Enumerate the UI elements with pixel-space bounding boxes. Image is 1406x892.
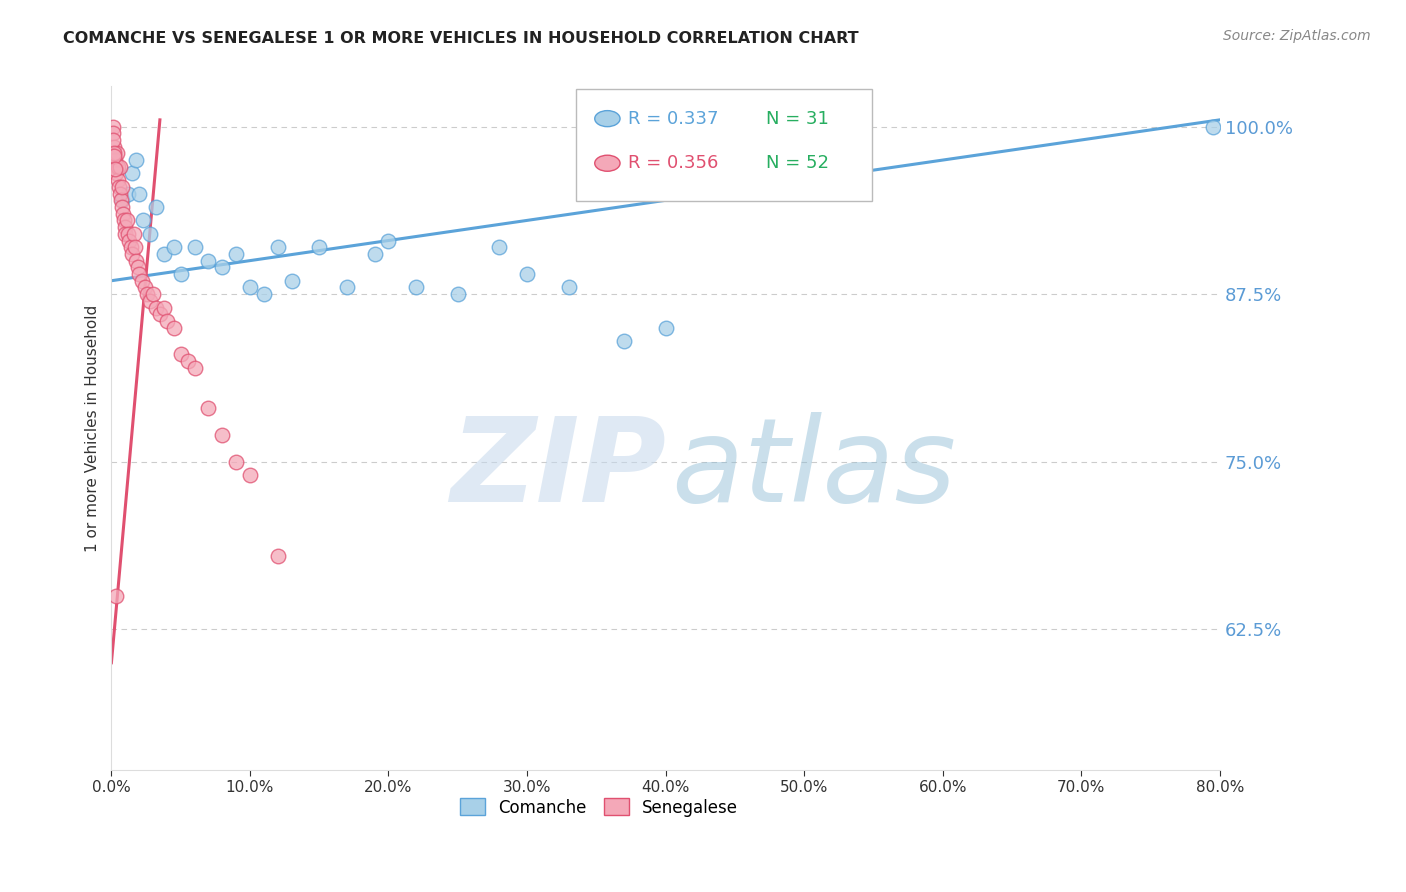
Point <box>253 287 276 301</box>
Point <box>104 153 127 167</box>
Point <box>122 227 145 241</box>
Point <box>153 301 176 315</box>
Point <box>266 240 288 254</box>
Point <box>110 186 132 201</box>
Point <box>163 320 186 334</box>
Point <box>107 160 129 174</box>
Point <box>104 160 127 174</box>
Point <box>110 194 132 208</box>
Point <box>134 280 156 294</box>
Text: COMANCHE VS SENEGALESE 1 OR MORE VEHICLES IN HOUSEHOLD CORRELATION CHART: COMANCHE VS SENEGALESE 1 OR MORE VEHICLE… <box>63 31 859 46</box>
Point <box>114 220 136 235</box>
Point <box>132 213 155 227</box>
Point <box>156 314 179 328</box>
Text: ZIP: ZIP <box>450 412 665 526</box>
Point <box>211 428 233 442</box>
Point <box>115 213 138 227</box>
Point <box>170 347 193 361</box>
Point <box>145 301 167 315</box>
Point <box>225 455 247 469</box>
Point <box>120 240 142 254</box>
Point <box>103 126 125 140</box>
Point <box>363 247 385 261</box>
Point <box>101 120 124 134</box>
Point <box>125 153 148 167</box>
Point <box>239 468 262 483</box>
Text: N = 31: N = 31 <box>766 110 830 128</box>
Text: R = 0.356: R = 0.356 <box>628 154 718 172</box>
Point <box>111 194 134 208</box>
Point <box>104 589 127 603</box>
Point <box>447 287 470 301</box>
Point <box>197 253 219 268</box>
Point <box>239 280 262 294</box>
Point <box>613 334 636 348</box>
Point <box>170 267 193 281</box>
Point <box>145 200 167 214</box>
Point <box>308 240 330 254</box>
Text: R = 0.337: R = 0.337 <box>628 110 718 128</box>
Point <box>125 253 148 268</box>
Point <box>488 240 510 254</box>
Point <box>103 149 125 163</box>
Point <box>103 139 125 153</box>
Point <box>114 227 136 241</box>
Point <box>128 186 150 201</box>
Point <box>176 354 198 368</box>
Point <box>121 166 143 180</box>
Text: atlas: atlas <box>671 412 956 526</box>
Point <box>108 160 131 174</box>
Legend: Comanche, Senegalese: Comanche, Senegalese <box>454 792 745 823</box>
Point <box>336 280 359 294</box>
Point <box>121 247 143 261</box>
Point <box>153 247 176 261</box>
Point <box>128 267 150 281</box>
Text: Source: ZipAtlas.com: Source: ZipAtlas.com <box>1223 29 1371 43</box>
Point <box>197 401 219 415</box>
Point <box>112 213 135 227</box>
Point <box>111 180 134 194</box>
Point <box>163 240 186 254</box>
Point <box>127 260 149 275</box>
Point <box>117 186 139 201</box>
Point <box>654 320 676 334</box>
Point <box>118 234 141 248</box>
Text: N = 52: N = 52 <box>766 154 830 172</box>
Point <box>117 227 139 241</box>
Point <box>516 267 538 281</box>
Point <box>225 247 247 261</box>
Point <box>105 166 128 180</box>
Point <box>108 180 131 194</box>
Point <box>142 287 165 301</box>
Point <box>124 240 146 254</box>
Point <box>105 146 128 161</box>
Point <box>111 200 134 214</box>
Point <box>557 280 579 294</box>
Point <box>280 274 302 288</box>
Y-axis label: 1 or more Vehicles in Household: 1 or more Vehicles in Household <box>86 304 100 552</box>
Point <box>377 234 399 248</box>
Point <box>136 287 159 301</box>
Point <box>131 274 153 288</box>
Point <box>149 307 172 321</box>
Point <box>112 207 135 221</box>
Point <box>183 360 205 375</box>
Point <box>103 146 125 161</box>
Point <box>405 280 427 294</box>
Point <box>101 133 124 147</box>
Point <box>104 162 127 177</box>
Point <box>211 260 233 275</box>
Point <box>183 240 205 254</box>
Point <box>139 227 162 241</box>
Point <box>107 173 129 187</box>
Point <box>266 549 288 563</box>
Point <box>1202 120 1225 134</box>
Point <box>139 293 162 308</box>
